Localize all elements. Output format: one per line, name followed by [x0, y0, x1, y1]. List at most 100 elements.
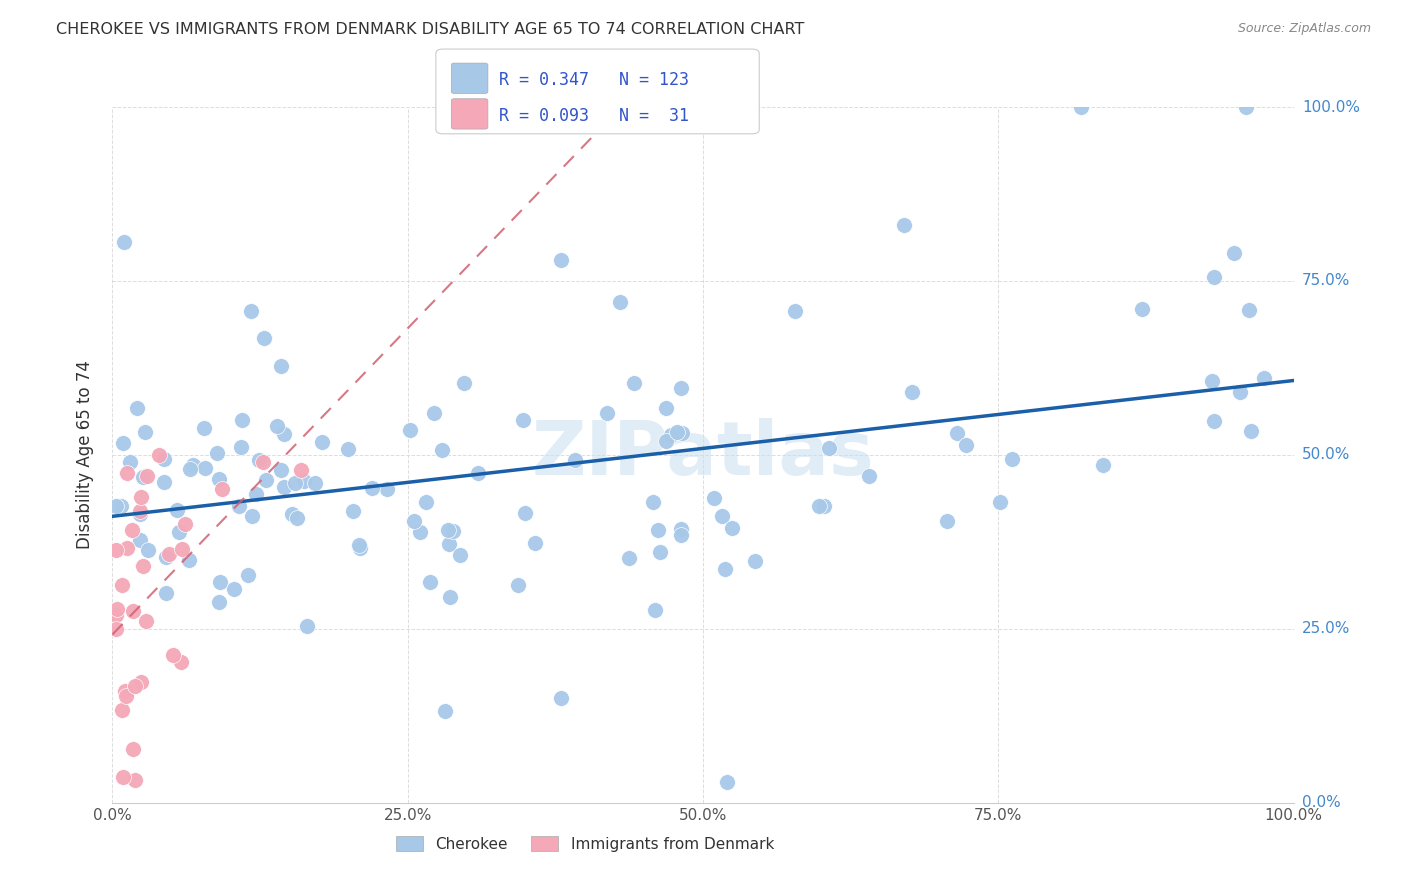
Point	[347, 539, 370, 553]
Point	[115, 466, 138, 480]
Point	[716, 775, 738, 789]
Point	[415, 495, 437, 509]
Point	[153, 451, 176, 466]
Point	[207, 446, 229, 460]
Point	[155, 586, 177, 600]
Text: Source: ZipAtlas.com: Source: ZipAtlas.com	[1237, 22, 1371, 36]
Point	[595, 406, 617, 420]
Point	[1201, 374, 1223, 388]
Point	[112, 235, 135, 249]
Point	[134, 425, 156, 440]
Point	[550, 691, 572, 706]
Point	[129, 503, 152, 517]
Point	[231, 413, 253, 427]
Point	[284, 475, 307, 490]
Point	[254, 473, 277, 487]
Point	[669, 528, 692, 542]
Point	[127, 401, 149, 415]
Point	[273, 426, 295, 441]
Point	[222, 582, 245, 596]
Text: 100.0%: 100.0%	[1302, 100, 1360, 114]
Point	[124, 679, 146, 693]
Point	[550, 253, 572, 268]
Point	[285, 511, 308, 525]
Legend: Cherokee, Immigrants from Denmark: Cherokee, Immigrants from Denmark	[389, 830, 780, 858]
Point	[105, 543, 128, 558]
Point	[170, 541, 193, 556]
Point	[1092, 458, 1115, 473]
Point	[122, 742, 145, 756]
Point	[703, 491, 725, 505]
Point	[506, 578, 529, 592]
Point	[336, 442, 359, 456]
Point	[617, 550, 640, 565]
Point	[131, 470, 153, 484]
Point	[946, 425, 969, 440]
Text: R = 0.347   N = 123: R = 0.347 N = 123	[499, 71, 689, 89]
Point	[439, 590, 461, 604]
Point	[513, 506, 536, 520]
Point	[398, 423, 420, 437]
Point	[111, 578, 134, 592]
Text: 50.0%: 50.0%	[1302, 448, 1350, 462]
Point	[297, 618, 319, 632]
Point	[1237, 302, 1260, 317]
Point	[170, 655, 193, 669]
Point	[1253, 371, 1275, 385]
Point	[136, 542, 159, 557]
Text: R = 0.093   N =  31: R = 0.093 N = 31	[499, 107, 689, 125]
Point	[564, 453, 586, 467]
Point	[105, 499, 128, 513]
Point	[166, 502, 188, 516]
Point	[129, 490, 152, 504]
Point	[419, 575, 441, 590]
Point	[449, 548, 471, 562]
Point	[208, 595, 231, 609]
Point	[671, 522, 693, 536]
Point	[818, 441, 841, 455]
Point	[1204, 270, 1226, 285]
Point	[179, 462, 201, 476]
Point	[148, 448, 170, 462]
Point	[155, 550, 177, 565]
Point	[252, 454, 274, 468]
Point	[167, 525, 190, 540]
Point	[441, 524, 464, 538]
Point	[228, 499, 250, 513]
Point	[114, 689, 136, 703]
Point	[122, 604, 145, 618]
Point	[129, 507, 152, 521]
Point	[110, 499, 132, 513]
Point	[721, 521, 744, 535]
Point	[434, 704, 457, 718]
Point	[162, 648, 184, 662]
Point	[273, 480, 295, 494]
Point	[115, 541, 138, 556]
Point	[157, 547, 180, 561]
Point	[105, 601, 128, 615]
Point	[193, 421, 215, 435]
Point	[311, 434, 333, 449]
Point	[669, 381, 692, 395]
Point	[1229, 385, 1251, 400]
Point	[955, 437, 977, 451]
Point	[249, 452, 271, 467]
Point	[655, 434, 678, 449]
Point	[523, 535, 546, 549]
Point	[647, 523, 669, 537]
Point	[467, 467, 489, 481]
Point	[238, 568, 260, 582]
Point	[290, 463, 312, 477]
Point	[207, 472, 229, 486]
Y-axis label: Disability Age 65 to 74: Disability Age 65 to 74	[76, 360, 94, 549]
Point	[177, 553, 200, 567]
Point	[304, 476, 326, 491]
Point	[1234, 100, 1257, 114]
Point	[173, 517, 195, 532]
Point	[623, 376, 645, 390]
Point	[807, 499, 830, 513]
Point	[360, 481, 382, 495]
Text: CHEROKEE VS IMMIGRANTS FROM DENMARK DISABILITY AGE 65 TO 74 CORRELATION CHART: CHEROKEE VS IMMIGRANTS FROM DENMARK DISA…	[56, 22, 804, 37]
Point	[153, 475, 176, 489]
Point	[714, 562, 737, 576]
